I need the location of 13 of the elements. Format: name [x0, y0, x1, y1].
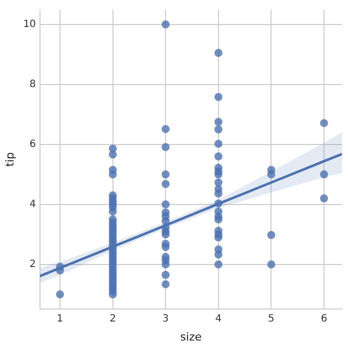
y-tick-label: 8: [30, 78, 36, 90]
y-tick-label: 6: [30, 138, 36, 150]
y-tick-label: 4: [30, 198, 36, 210]
x-tick-label: 6: [320, 313, 328, 324]
x-tick-label: 4: [215, 313, 222, 324]
x-axis-title: size: [180, 330, 202, 344]
x-tick-label: 2: [110, 313, 116, 324]
x-tick-label: 1: [56, 313, 64, 324]
y-tick-label: 10: [23, 18, 36, 30]
y-tick-label: 2: [30, 258, 36, 270]
y-axis-title: tip: [3, 152, 16, 167]
x-tick-label: 3: [162, 313, 169, 324]
x-tick-label: 5: [268, 313, 274, 324]
